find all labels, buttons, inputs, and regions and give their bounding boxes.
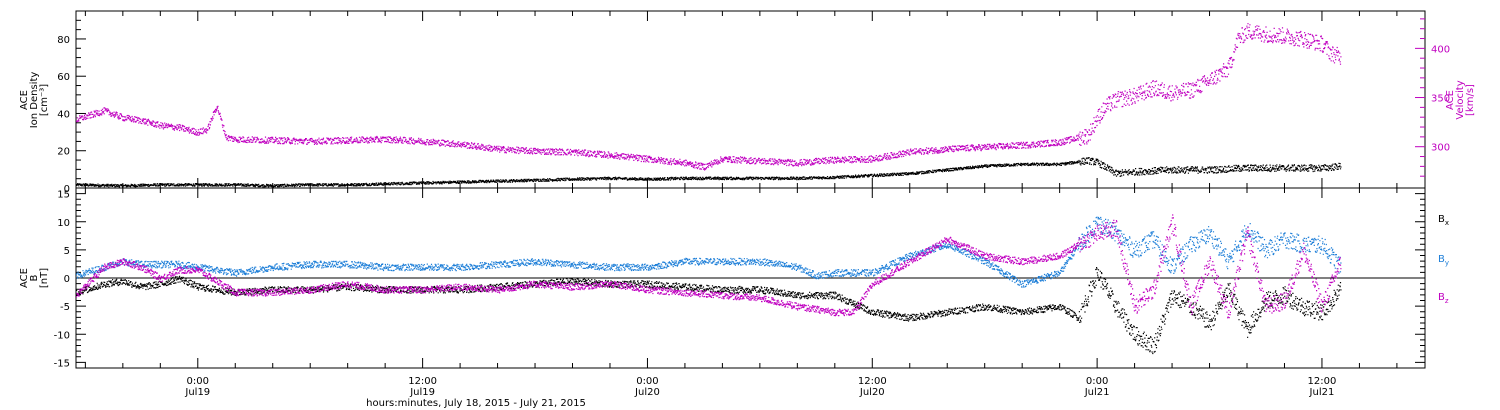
date-tick-label: Jul21 bbox=[1309, 387, 1335, 398]
bx-series-points bbox=[76, 267, 1342, 355]
date-tick-label: Jul20 bbox=[859, 387, 885, 398]
y-tick-label: 15 bbox=[57, 190, 70, 201]
y-axis-title-line: ACE bbox=[1445, 90, 1456, 110]
legend-bz: Bz bbox=[1438, 292, 1449, 305]
y-tick-label: 10 bbox=[57, 218, 70, 229]
date-tick-label: Jul21 bbox=[1084, 387, 1110, 398]
y-right-tick-label: 300 bbox=[1431, 143, 1450, 154]
time-tick-label: 0:00 bbox=[1086, 376, 1108, 387]
y-axis-title-line: [cm⁻³] bbox=[39, 84, 50, 116]
y-axis-title-line: [nT] bbox=[39, 268, 50, 288]
legend-by: By bbox=[1438, 254, 1449, 267]
date-tick-label: Jul19 bbox=[184, 387, 210, 398]
time-tick-label: 12:00 bbox=[858, 376, 887, 387]
time-tick-label: 12:00 bbox=[408, 376, 437, 387]
velocity-series-points bbox=[76, 23, 1342, 171]
y-axis-title-line: ACE bbox=[19, 268, 30, 288]
time-tick-label: 0:00 bbox=[187, 376, 209, 387]
y-tick-label: 0 bbox=[64, 274, 70, 285]
time-tick-label: 0:00 bbox=[636, 376, 658, 387]
y-tick-label: 40 bbox=[57, 109, 70, 120]
y-axis-title-line: ACE bbox=[19, 90, 30, 110]
top-plot-frame bbox=[75, 10, 1426, 189]
legend-bx: Bx bbox=[1438, 214, 1449, 227]
y-tick-label: -15 bbox=[54, 358, 70, 369]
y-axis-title-line: Ion Density bbox=[29, 72, 40, 129]
density-series-points bbox=[76, 157, 1342, 188]
y-right-tick-label: 400 bbox=[1431, 44, 1450, 55]
y-tick-label: 5 bbox=[64, 246, 70, 257]
by-series-points bbox=[76, 216, 1342, 288]
y-axis-title-line: [km/s] bbox=[1465, 84, 1476, 116]
date-tick-label: Jul20 bbox=[634, 387, 660, 398]
time-tick-label: 12:00 bbox=[1308, 376, 1337, 387]
y-right-tick-label: 350 bbox=[1431, 94, 1450, 105]
y-tick-label: 80 bbox=[57, 35, 70, 46]
y-axis-title-line: B bbox=[29, 274, 40, 281]
y-axis-title-line: Velocity bbox=[1455, 80, 1466, 119]
y-tick-label: -5 bbox=[60, 302, 70, 313]
y-tick-label: 0 bbox=[64, 184, 70, 195]
bz-series-points bbox=[76, 214, 1342, 319]
y-tick-label: 60 bbox=[57, 72, 70, 83]
y-tick-label: -10 bbox=[54, 330, 70, 341]
y-tick-label: 20 bbox=[57, 147, 70, 158]
time-axis-title: hours:minutes, July 18, 2015 - July 21, … bbox=[366, 398, 586, 409]
date-tick-label: Jul19 bbox=[409, 387, 435, 398]
